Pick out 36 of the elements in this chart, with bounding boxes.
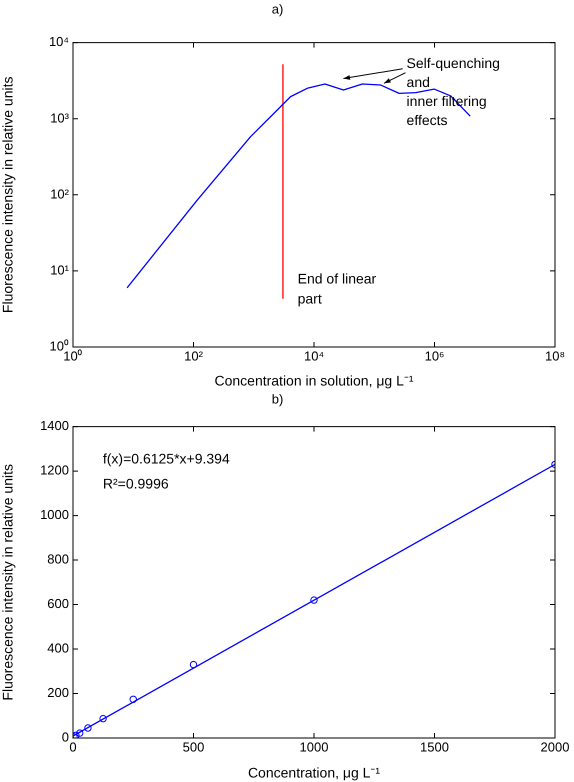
- x-tick-label: 500: [182, 739, 204, 754]
- point: [76, 729, 84, 737]
- y-tick-label: 200: [47, 685, 69, 700]
- annotation: End of linear part: [298, 270, 377, 306]
- x-tick-label: 10⁶: [424, 348, 444, 364]
- y-tick-label: 800: [47, 552, 69, 567]
- point: [190, 660, 198, 668]
- chart-title: a): [272, 1, 284, 16]
- annotation: R²=0.9996: [102, 476, 169, 492]
- y-tick-label: 600: [47, 596, 69, 612]
- y-tick-label: 0: [62, 730, 69, 745]
- y-tick-label: 1400: [40, 418, 69, 434]
- y-tick-label: 10²: [50, 186, 70, 202]
- y-tick-label: 10¹: [50, 262, 70, 278]
- x-tick-label: 10⁸: [545, 348, 565, 364]
- chart-title: b): [272, 391, 284, 406]
- y-tick-label: 10³: [50, 110, 70, 126]
- x-axis-title: Concentration, μg L⁻¹: [248, 764, 380, 780]
- y-tick-label: 10⁴: [48, 34, 69, 50]
- x-tick-label: 1000: [300, 739, 328, 754]
- x-axis-title: Concentration in solution, μg L⁻¹: [214, 372, 414, 388]
- point: [84, 724, 92, 732]
- y-axis-title: Fluorescence intensity in relative units: [0, 464, 16, 701]
- x-tick-label: 1500: [420, 739, 449, 754]
- annotation: f(x)=0.6125*x+9.394: [102, 450, 230, 467]
- y-tick-label: 400: [47, 640, 69, 656]
- y-tick-label: 1000: [40, 507, 69, 522]
- x-tick-label: 2000: [540, 739, 570, 754]
- x-tick-label: 10⁴: [304, 348, 324, 364]
- x-tick-label: 10²: [184, 348, 204, 364]
- point: [310, 596, 318, 604]
- y-axis-title: Fluorescence intensity in relative units: [0, 76, 16, 314]
- point: [130, 696, 137, 703]
- point: [99, 714, 107, 722]
- y-tick-label: 1200: [40, 462, 69, 478]
- x-tick-label: 10⁰: [63, 348, 83, 364]
